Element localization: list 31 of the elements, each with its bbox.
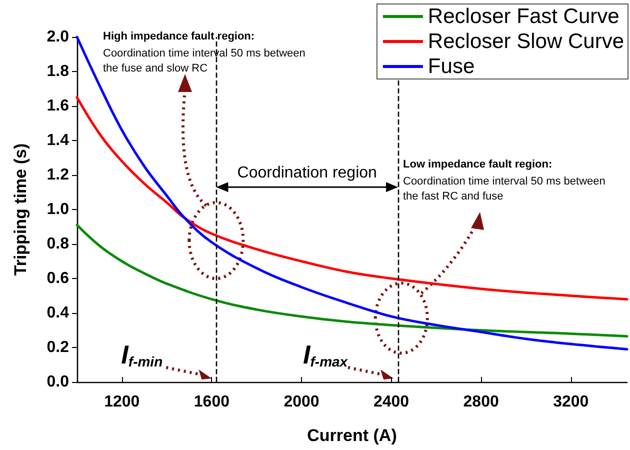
ref-line-label: If-min	[121, 340, 163, 370]
y-tick-label: 0.2	[46, 339, 70, 356]
legend-label: Recloser Slow Curve	[428, 30, 624, 53]
x-tick-label: 2000	[284, 394, 320, 410]
y-tick-label: 0.8	[46, 236, 70, 252]
annotation: High impedance fault region:	[103, 30, 255, 42]
x-tick-label: 1600	[194, 394, 230, 410]
y-tick-label: 1.6	[46, 98, 70, 114]
y-axis-title: Tripping time (s)	[11, 143, 30, 276]
y-tick-label: 0.0	[46, 374, 70, 390]
x-axis-title: Current (A)	[307, 426, 397, 445]
y-tick-label: 1.0	[46, 201, 70, 218]
annotation: Coordination region	[237, 164, 377, 182]
y-tick-label: 0.4	[46, 304, 70, 322]
line-series	[76, 224, 628, 338]
annotation: Coordination time interval 50 ms between the fast RC and fuse	[403, 176, 606, 202]
y-tick-label: 2.0	[46, 28, 70, 46]
legend-label: Recloser Fast Curve	[428, 5, 620, 28]
x-tick-label: 3200	[553, 394, 589, 410]
x-tick-label: 1200	[104, 394, 140, 410]
annotation: Coordination time interval 50 ms between the fuse and slow RC	[103, 48, 306, 74]
annotation: Low impedance fault region:	[403, 158, 552, 170]
ref-line-label: If-max	[303, 340, 349, 370]
y-tick-label: 1.4	[46, 132, 70, 149]
line-series	[76, 96, 628, 300]
y-tick-label: 1.2	[46, 166, 70, 184]
y-tick-label: 1.8	[46, 63, 70, 80]
x-tick-label: 2400	[373, 394, 410, 410]
y-tick-label: 0.6	[46, 270, 70, 287]
legend-label: Fuse	[428, 55, 475, 78]
x-tick-label: 2800	[463, 394, 499, 410]
